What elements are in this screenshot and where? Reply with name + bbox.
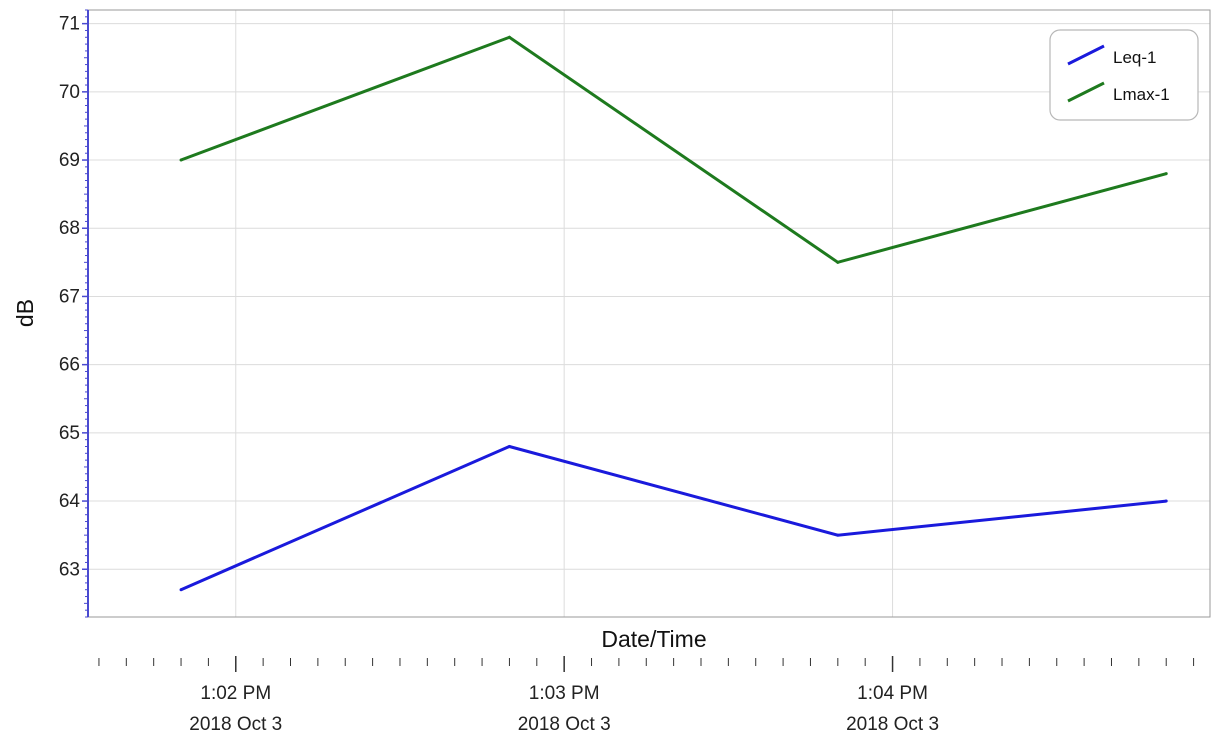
y-axis-ticks: 63 64 65 66 67 68 69 70 71	[59, 9, 88, 618]
x-axis-ticks: 1:02 PM 2018 Oct 3 1:03 PM 2018 Oct 3 1:04 P…	[98, 656, 1195, 735]
y-axis-title: dB	[12, 299, 38, 327]
data-point-lmax-1	[507, 35, 511, 39]
y-tick-label: 71	[59, 14, 80, 35]
x-tick-label-date: 2018 Oct 3	[846, 714, 939, 735]
x-tick-label-time: 1:03 PM	[529, 683, 600, 704]
data-point-leq-1	[179, 588, 183, 592]
y-tick-label: 69	[59, 150, 80, 171]
legend-swatch-lmax-1	[1067, 81, 1105, 103]
legend: Leq-1 Lmax-1	[1049, 29, 1199, 121]
plot-area-border	[87, 9, 1211, 618]
y-tick-label: 70	[59, 82, 80, 103]
x-tick-label-time: 1:04 PM	[857, 683, 928, 704]
legend-box	[1049, 29, 1199, 121]
x-tick-label-time: 1:02 PM	[200, 683, 271, 704]
y-tick-label: 64	[59, 491, 81, 512]
y-tick-label: 63	[59, 559, 80, 580]
data-point-leq-1	[836, 533, 840, 537]
series-line-leq-1	[180, 444, 1167, 592]
data-point-leq-1	[1164, 499, 1168, 503]
legend-label-leq-1: Leq-1	[1113, 48, 1156, 67]
x-tick-label-date: 2018 Oct 3	[189, 714, 282, 735]
axes	[87, 9, 1211, 618]
data-point-lmax-1	[836, 260, 840, 264]
legend-label-lmax-1: Lmax-1	[1113, 85, 1170, 104]
series-line-lmax-1	[180, 35, 1167, 264]
x-axis-title: Date/Time	[601, 626, 706, 652]
data-point-leq-1	[507, 444, 511, 448]
data-point-lmax-1	[1164, 172, 1168, 176]
x-tick-label-date: 2018 Oct 3	[518, 714, 611, 735]
y-tick-label: 66	[59, 355, 80, 376]
y-tick-label: 68	[59, 218, 80, 239]
series-lines	[179, 35, 1168, 592]
gridlines	[88, 10, 1210, 617]
y-tick-label: 65	[59, 423, 80, 444]
legend-swatch-leq-1	[1067, 44, 1105, 66]
y-tick-label: 67	[59, 286, 80, 307]
data-point-lmax-1	[179, 158, 183, 162]
